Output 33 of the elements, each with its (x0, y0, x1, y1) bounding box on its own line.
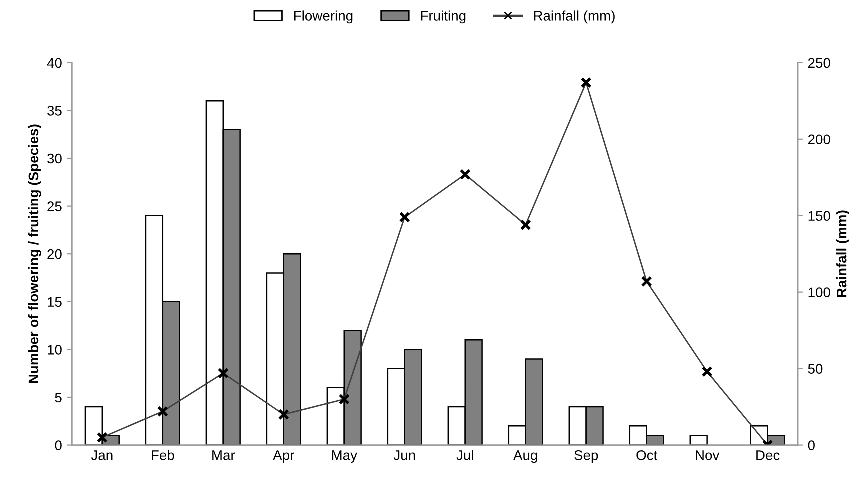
x-tick-label: Feb (152, 450, 174, 460)
y-tick-label: 35 (48, 106, 62, 116)
y-axis-title: Number of flowering / fruiting (Species) (28, 124, 42, 384)
y2-tick-label: 50 (808, 364, 823, 374)
y2-tick-label: 0 (808, 440, 815, 450)
x-tick-label: Jan (91, 450, 113, 460)
x-tick-label: Oct (636, 450, 658, 460)
y-tick-label: 30 (48, 154, 62, 164)
x-tick-label: Jun (394, 450, 416, 460)
x-tick-label: Dec (756, 450, 780, 460)
x-tick-label: May (332, 450, 358, 464)
y2-tick-label: 200 (808, 134, 830, 145)
legend-label: Rainfall (mm) (534, 10, 615, 24)
y-tick-label: 15 (48, 297, 62, 308)
x-tick-label: Mar (212, 450, 236, 460)
y-tick-label: 20 (48, 249, 62, 260)
x-tick-label: Aug (514, 450, 538, 464)
y-tick-label: 5 (55, 392, 62, 403)
y2-axis-title: Rainfall (mm) (836, 210, 849, 298)
x-tick-label: Apr (273, 450, 294, 464)
y2-tick-label: 100 (808, 288, 830, 298)
x-tick-label: Jul (456, 450, 474, 460)
legend-label: Flowering (294, 10, 353, 24)
y2-tick-label: 250 (808, 58, 830, 68)
y2-tick-label: 150 (808, 211, 830, 222)
bar (690, 435, 708, 446)
y-tick-label: 40 (47, 58, 62, 68)
x-tick-label: Sep (574, 450, 598, 464)
y-tick-label: 0 (55, 440, 62, 450)
y-tick-label: 10 (48, 345, 62, 355)
x-tick-label: Nov (696, 450, 720, 460)
legend-label: Fruiting (421, 10, 466, 24)
y-tick-label: 25 (48, 202, 62, 212)
